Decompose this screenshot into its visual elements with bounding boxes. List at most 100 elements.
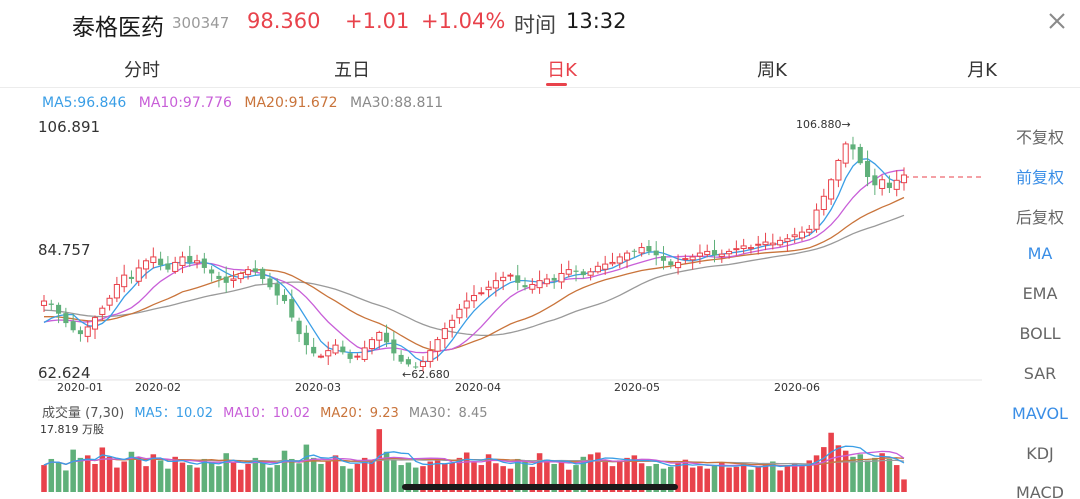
candle <box>704 250 711 256</box>
time-value: 13:32 <box>566 9 627 33</box>
candle <box>413 366 419 368</box>
candle <box>813 209 820 230</box>
tab-monthly-k[interactable]: 月K <box>967 60 997 81</box>
candle <box>317 355 325 358</box>
candle <box>587 271 594 276</box>
volume-bar <box>813 455 820 492</box>
candle <box>158 258 164 266</box>
date-axis: 2020-01 2020-02 2020-03 2020-04 2020-05 … <box>57 381 820 394</box>
volume-bar <box>733 466 740 492</box>
candle <box>332 344 339 354</box>
indicator-boll[interactable]: BOLL <box>1019 324 1061 343</box>
volume-bar <box>135 457 142 492</box>
candle <box>463 300 470 309</box>
candle <box>507 274 514 277</box>
tab-intraday[interactable]: 分时 <box>124 60 160 81</box>
date-label: 2020-04 <box>455 381 501 394</box>
candle <box>857 146 863 164</box>
volume-bar <box>893 465 900 492</box>
option-no-adjust[interactable]: 不复权 <box>1015 128 1064 147</box>
candle <box>893 179 900 190</box>
ma30-value: MA30:88.811 <box>350 95 444 111</box>
candle <box>303 332 309 346</box>
volume-bar <box>791 463 798 492</box>
candle <box>77 330 83 335</box>
candle <box>835 159 842 181</box>
candle <box>216 275 222 279</box>
candle <box>223 276 229 283</box>
option-forward-adjust[interactable]: 前复权 <box>1015 168 1064 187</box>
volume-bar <box>267 467 273 492</box>
volume-bar <box>391 459 397 492</box>
volume-bar <box>179 462 186 492</box>
volume-bar <box>376 429 383 492</box>
candle <box>434 339 441 352</box>
close-button[interactable] <box>1042 6 1072 36</box>
candle <box>696 252 703 257</box>
volume-bar <box>143 466 149 492</box>
volume-bar <box>194 467 200 492</box>
tab-daily-k[interactable]: 日K <box>547 60 577 81</box>
volume-bar <box>850 456 856 492</box>
indicator-mavol[interactable]: MAVOL <box>1012 404 1068 423</box>
candle <box>361 347 368 360</box>
candle <box>689 256 696 261</box>
candle <box>594 265 601 273</box>
indicator-sar[interactable]: SAR <box>1023 364 1057 383</box>
volume-bar <box>383 451 390 492</box>
volume-bar <box>828 432 834 492</box>
indicator-kdj[interactable]: KDJ <box>1026 444 1054 463</box>
ma10-value: MA10:97.776 <box>138 95 232 111</box>
vol-ma10-line <box>43 450 905 468</box>
candle <box>842 143 849 164</box>
volume-bar <box>799 465 805 492</box>
candle <box>580 271 586 276</box>
time-label: 时间 <box>514 13 556 37</box>
candle <box>398 354 404 362</box>
volume-bar <box>325 461 332 492</box>
candle <box>806 228 813 233</box>
volume-bar <box>63 470 69 492</box>
volume-bar <box>689 467 696 492</box>
volume-bar <box>114 467 120 492</box>
volume-bar <box>835 445 842 492</box>
volume-bar <box>48 458 55 492</box>
candle <box>820 195 827 211</box>
volume-bar <box>740 463 747 492</box>
candle <box>237 272 244 280</box>
tab-five-day[interactable]: 五日 <box>334 60 370 81</box>
candle <box>150 256 157 264</box>
volume-bar <box>886 458 893 492</box>
volume-bar <box>223 453 229 492</box>
candle <box>340 346 346 353</box>
candle <box>747 247 755 250</box>
candle <box>865 160 871 178</box>
high-annotation: 106.880→ <box>796 118 851 131</box>
date-label: 2020-06 <box>774 381 820 394</box>
candle <box>879 179 886 189</box>
volume-bar <box>310 457 317 492</box>
volume-bar <box>872 457 878 492</box>
volume-bar <box>332 455 339 492</box>
indicator-ema[interactable]: EMA <box>1022 284 1058 303</box>
volume-bar <box>150 454 157 492</box>
candle <box>391 339 397 354</box>
tab-weekly-k[interactable]: 周K <box>757 60 787 81</box>
volume-bar <box>704 468 710 492</box>
candle <box>602 263 609 270</box>
stock-price: 98.360 <box>247 9 321 33</box>
candle <box>718 253 725 257</box>
candle <box>798 231 806 239</box>
volume-bar <box>784 466 791 492</box>
option-backward-adjust[interactable]: 后复权 <box>1015 208 1064 227</box>
indicator-macd[interactable]: MACD <box>1016 483 1064 499</box>
candle <box>91 317 99 330</box>
indicator-ma[interactable]: MA <box>1027 244 1053 263</box>
candle <box>70 321 76 331</box>
candle <box>850 144 856 150</box>
candle <box>733 248 740 251</box>
candle <box>791 234 798 238</box>
volume-bar <box>369 460 375 492</box>
date-label: 2020-03 <box>295 381 341 394</box>
candle <box>311 346 317 354</box>
